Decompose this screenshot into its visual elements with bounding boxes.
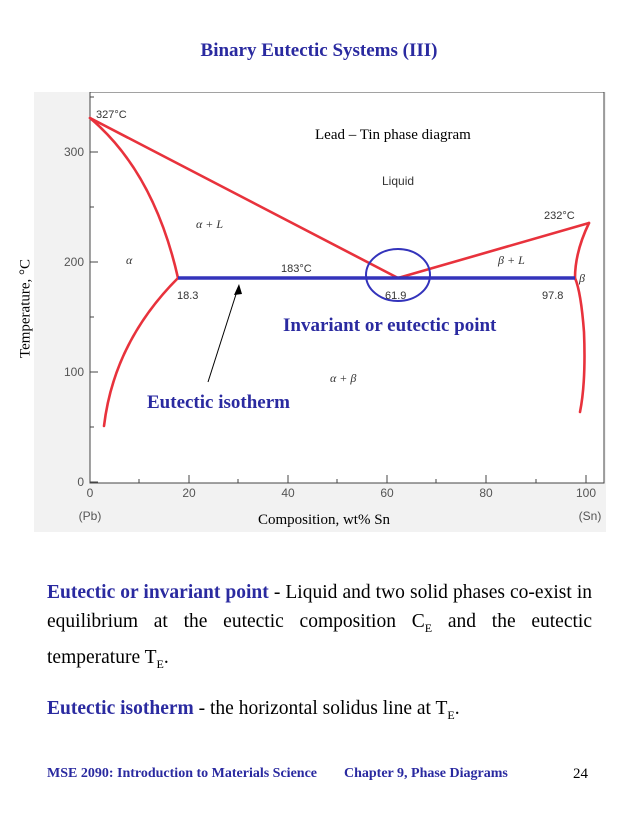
solvus-beta	[573, 276, 586, 414]
page-number: 24	[573, 766, 588, 782]
paragraph-eutectic-isotherm: Eutectic isotherm - the horizontal solid…	[47, 694, 592, 730]
solvus-alpha	[102, 276, 180, 428]
phase-label-beta-liquid: β + L	[497, 253, 525, 267]
term-eutectic-isotherm: Eutectic isotherm	[47, 698, 194, 719]
phase-label-alpha: α	[126, 253, 133, 267]
x-end-label-pb: (Pb)	[79, 509, 102, 523]
slide-title: Binary Eutectic Systems (III)	[200, 40, 438, 61]
x-axis-label: Composition, wt% Sn	[258, 512, 391, 528]
paragraph1-sub-a: E	[424, 620, 433, 635]
x-tick-label: 60	[380, 486, 394, 500]
temp-label-232: 232°C	[544, 210, 575, 222]
y-tick-label: 0	[77, 475, 84, 489]
y-tick-label: 100	[64, 365, 84, 379]
y-axis-label: Temperature, °C	[17, 258, 34, 359]
invariant-point-annotation: Invariant or eutectic point	[283, 315, 497, 336]
x-tick-label: 80	[479, 486, 493, 500]
solidus-alpha	[88, 116, 180, 280]
isotherm-annotation: Eutectic isotherm	[147, 392, 290, 413]
paragraph1-text-c: .	[163, 646, 169, 668]
y-tick-label: 300	[64, 145, 84, 159]
x-tick-label: 20	[182, 486, 196, 500]
eutectic-point-circle	[365, 248, 431, 302]
term-eutectic-point: Eutectic or invariant point	[47, 582, 269, 603]
paragraph2-text-b: .	[454, 698, 460, 719]
phase-diagram-figure: 0 100 200 300 0 20 40 60 80 100 (Pb) (Sn…	[34, 92, 606, 532]
footer-course: MSE 2090: Introduction to Materials Scie…	[47, 766, 317, 781]
phase-diagram-svg: 0 100 200 300 0 20 40 60 80 100 (Pb) (Sn…	[64, 92, 605, 528]
paragraph2-sub-a: E	[447, 707, 455, 722]
phase-label-alpha-liquid: α + L	[196, 217, 223, 231]
temp-label-183: 183°C	[281, 263, 312, 275]
paragraph1-text-a: - Liquid and two solid phases co-exist i…	[47, 582, 592, 632]
composition-label-alpha: 18.3	[177, 290, 198, 302]
diagram-caption: Lead – Tin phase diagram	[315, 127, 471, 143]
composition-label-beta: 97.8	[542, 290, 563, 302]
solidus-beta	[573, 221, 591, 280]
paragraph2-text-a: - the horizontal solidus line at T	[193, 698, 448, 719]
y-tick-marks	[90, 96, 98, 483]
x-end-label-sn: (Sn)	[579, 509, 602, 523]
temp-label-327: 327°C	[96, 109, 127, 121]
paragraph1-sub-b: E	[156, 656, 164, 671]
footer-chapter: Chapter 9, Phase Diagrams	[344, 766, 508, 781]
x-tick-marks	[89, 475, 587, 483]
isotherm-arrow-line	[207, 287, 239, 383]
paragraph1-text-b: and the eutectic temperature T	[47, 611, 592, 668]
y-tick-label: 200	[64, 255, 84, 269]
x-tick-label: 40	[281, 486, 295, 500]
liquidus-left	[88, 116, 400, 280]
x-tick-label: 100	[576, 486, 596, 500]
composition-label-eutectic: 61.9	[385, 290, 406, 302]
paragraph-eutectic-point: Eutectic or invariant point - Liquid and…	[47, 578, 592, 679]
phase-label-liquid: Liquid	[382, 174, 414, 188]
plot-frame	[89, 92, 605, 484]
isotherm-arrow-head	[234, 284, 242, 295]
x-tick-label: 0	[87, 486, 94, 500]
phase-label-beta: β	[578, 271, 585, 285]
phase-label-alpha-beta: α + β	[330, 371, 356, 385]
